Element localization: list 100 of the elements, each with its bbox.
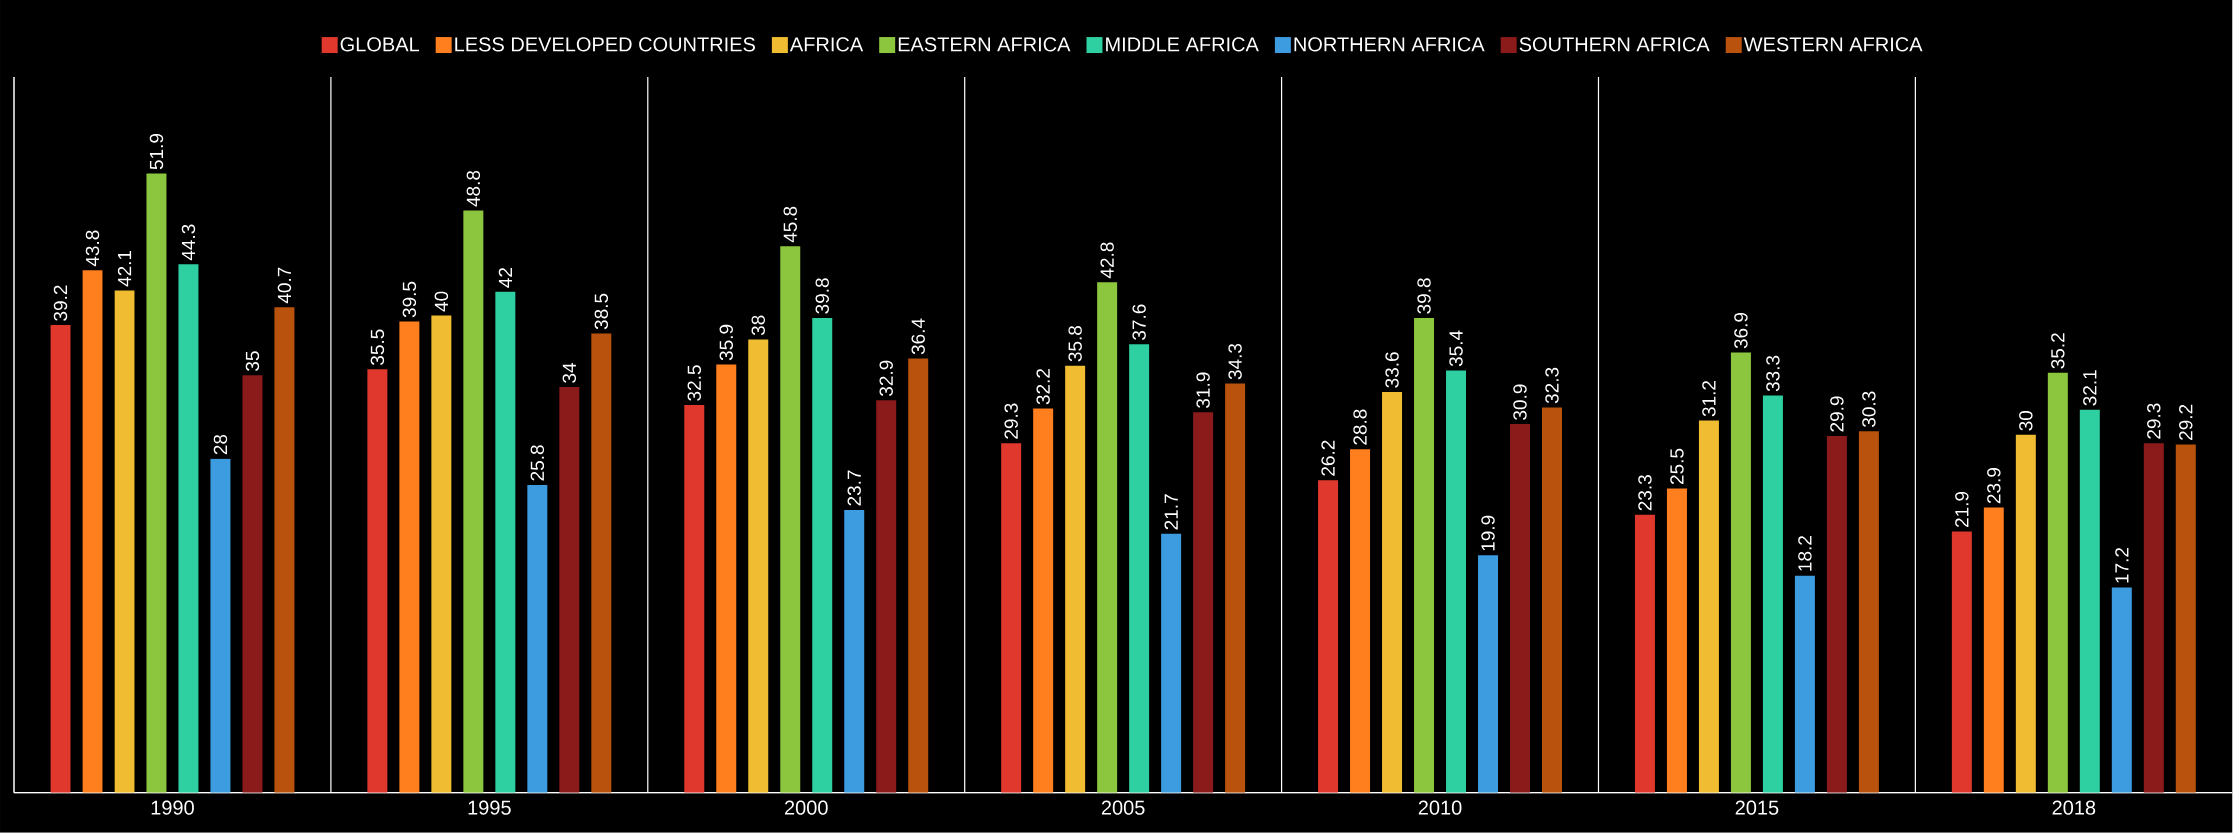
- bar: [748, 339, 769, 793]
- data-label: 25.8: [530, 445, 545, 481]
- legend-label: WESTERN AFRICA: [1743, 37, 1923, 52]
- data-label: 29.3: [2147, 403, 2161, 439]
- data-label: 38: [751, 315, 765, 336]
- legend-label: MIDDLE AFRICA: [1106, 37, 1259, 52]
- data-label: 48.8: [466, 171, 481, 207]
- bar: [274, 307, 295, 793]
- data-label: 32.1: [2083, 370, 2097, 406]
- bar: [1033, 408, 1054, 793]
- bar: [1730, 352, 1751, 793]
- bar: [1161, 533, 1182, 793]
- bar: [780, 246, 801, 793]
- bar: [876, 400, 897, 793]
- data-label: 42.8: [1100, 242, 1114, 279]
- bar: [2079, 409, 2100, 793]
- data-label: 40.7: [277, 267, 292, 304]
- bar: [1858, 431, 1879, 793]
- data-label: 38.5: [594, 293, 609, 330]
- bar: [1794, 575, 1815, 793]
- x-tick-label: 2005: [1101, 800, 1145, 815]
- data-label: 30.3: [1862, 391, 1876, 428]
- data-label: 39.8: [1417, 278, 1431, 314]
- legend-label: LESS DEVELOPED COUNTRIES: [455, 37, 755, 52]
- data-label: 45.8: [783, 206, 797, 243]
- bar: [242, 375, 263, 793]
- bar: [495, 291, 516, 793]
- bar: [1382, 392, 1403, 793]
- data-label: 36.4: [911, 318, 925, 355]
- data-label: 32.3: [1545, 367, 1559, 404]
- data-label: 35.8: [1068, 326, 1082, 362]
- bar: [908, 358, 929, 793]
- bar: [716, 364, 737, 793]
- bar: [1510, 424, 1530, 793]
- bar: [1065, 365, 1086, 793]
- data-label: 35.4: [1449, 330, 1463, 367]
- data-label: 37.6: [1132, 304, 1146, 341]
- bar: [591, 333, 612, 793]
- data-label: 44.3: [181, 224, 196, 261]
- data-label: 21.7: [1164, 494, 1178, 530]
- data-label: 36.9: [1734, 313, 1748, 349]
- data-label: 29.9: [1830, 396, 1844, 432]
- legend-label: SOUTHERN AFRICA: [1519, 37, 1710, 52]
- data-label: 28.8: [1353, 409, 1367, 445]
- data-label: 33.6: [1385, 352, 1399, 388]
- bar: [1634, 514, 1655, 793]
- bar: [1414, 318, 1435, 793]
- data-label: 40: [434, 291, 449, 312]
- bar: [1762, 395, 1783, 793]
- data-label: 32.5: [687, 365, 701, 401]
- bar: [114, 290, 135, 793]
- data-label: 31.2: [1702, 381, 1716, 417]
- x-tick-label: 2015: [1735, 800, 1779, 815]
- data-label: 34.3: [1228, 344, 1242, 380]
- bar: [50, 325, 71, 793]
- data-label: 39.8: [815, 278, 829, 314]
- bar: [431, 315, 452, 793]
- bar: [1350, 449, 1371, 793]
- bar: [1542, 407, 1562, 793]
- data-label: 23.7: [847, 470, 861, 506]
- bar: [463, 210, 484, 793]
- bar: [178, 264, 199, 793]
- bar: [1129, 344, 1150, 793]
- bar: [1666, 488, 1687, 793]
- data-label: 35.2: [2051, 333, 2065, 369]
- bar: [1001, 443, 1022, 793]
- data-label: 30: [2019, 411, 2033, 431]
- data-label: 32.2: [1036, 369, 1050, 405]
- x-tick-label: 1990: [151, 800, 194, 815]
- legend-label: GLOBAL: [340, 37, 420, 52]
- bar: [1097, 282, 1118, 793]
- x-tick-label: 1995: [468, 800, 511, 815]
- bar: [812, 318, 833, 793]
- bar: [1193, 412, 1214, 793]
- bar: [1826, 436, 1847, 793]
- bar: [2015, 434, 2036, 793]
- bar: [1478, 555, 1499, 793]
- data-label: 28: [213, 435, 228, 455]
- bar: [1318, 480, 1339, 793]
- x-tick-label: 2018: [2052, 800, 2096, 815]
- data-label: 39.2: [53, 285, 68, 321]
- data-label: 19.9: [1481, 515, 1495, 551]
- data-label: 21.9: [1955, 492, 1969, 528]
- bar: [399, 321, 420, 793]
- data-label: 33.3: [1766, 355, 1780, 392]
- bar: [1983, 507, 2004, 793]
- data-label: 42.1: [117, 251, 132, 287]
- legend-label: AFRICA: [789, 37, 864, 52]
- bar: [527, 485, 548, 793]
- data-label: 35: [245, 351, 260, 372]
- data-label: 51.9: [149, 134, 164, 170]
- bar: [82, 270, 103, 793]
- data-label: 18.2: [1798, 536, 1812, 571]
- bar: [1951, 531, 1972, 793]
- data-label: 42: [498, 268, 512, 288]
- x-tick-label: 2000: [785, 800, 828, 815]
- bar: [2047, 372, 2068, 793]
- data-label: 35.5: [370, 329, 385, 366]
- bar: [559, 387, 580, 793]
- data-label: 35.9: [719, 324, 733, 361]
